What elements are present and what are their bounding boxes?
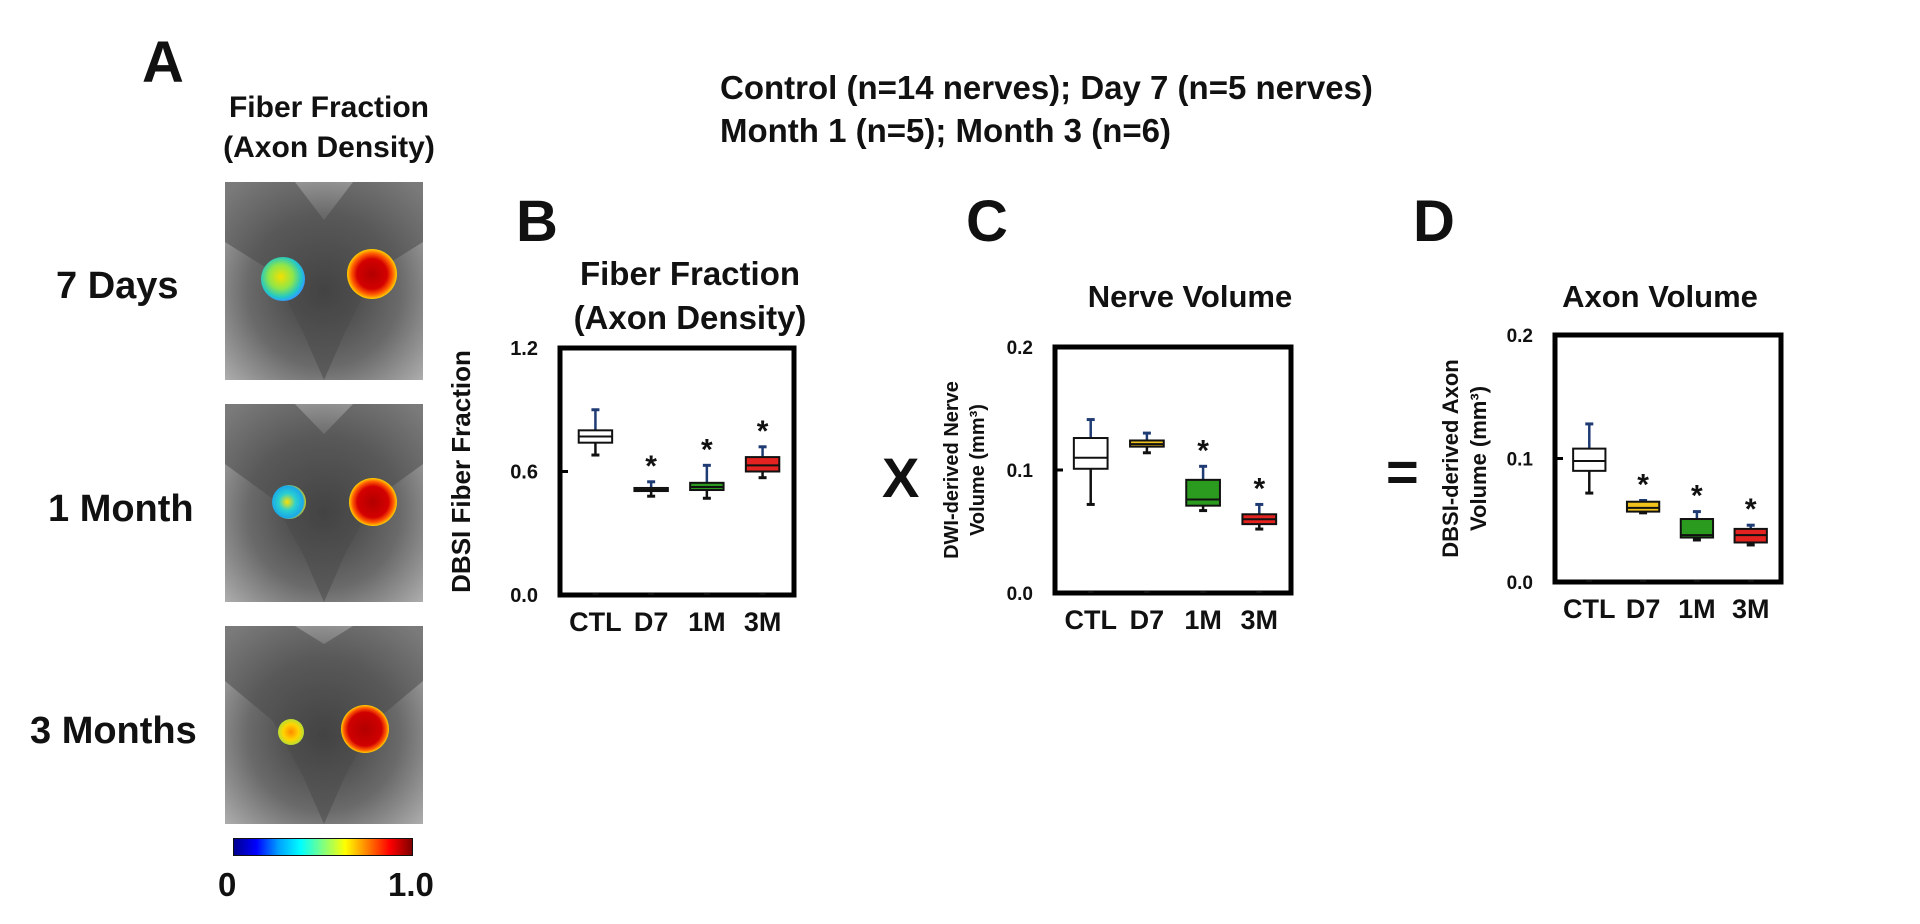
significance-star: * — [1745, 493, 1757, 526]
y-tick-label: 0.0 — [510, 585, 538, 607]
mri-image-3-months — [225, 626, 423, 824]
group-sizes-line2: Month 1 (n=5); Month 3 (n=6) — [720, 112, 1171, 149]
box-plot-c-nerve-volume: 0.0 0.1 0.2 DWI-derived Nerve Volume (mm³) CT… — [941, 338, 1294, 635]
x-tick-label: 3M — [744, 607, 782, 637]
y-axis-label: DBSI-derived Axon Volume (mm³) — [1440, 359, 1491, 557]
y-tick-label: 0.1 — [1007, 461, 1034, 482]
y-axis-label: DWI-derived Nerve Volume (mm³) — [941, 381, 989, 559]
x-tick-label: 3M — [1732, 594, 1770, 624]
significance-star: * — [1197, 434, 1209, 467]
box-1m — [1679, 518, 1715, 539]
box-d7 — [1625, 500, 1661, 513]
y-axis-label: DBSI Fiber Fraction — [446, 350, 476, 593]
panel-a-title: Fiber Fraction (Axon Density) — [194, 88, 464, 168]
significance-star: * — [645, 450, 657, 483]
box-3m — [744, 456, 781, 473]
panel-c-title: Nerve Volume — [1087, 279, 1293, 314]
y-tick-label: 0.2 — [1507, 326, 1533, 347]
panel-b-title-line1: Fiber Fraction — [579, 255, 801, 292]
mri-image-7-days — [225, 182, 423, 380]
colorbar — [233, 838, 413, 856]
colorbar-min-label: 0 — [218, 866, 237, 903]
equals-symbol: = — [1386, 440, 1419, 503]
significance-star: * — [757, 415, 769, 448]
significance-star: * — [701, 433, 713, 466]
y-tick-label: 0.0 — [1507, 573, 1533, 594]
y-axis-label-line: Volume (mm³) — [1466, 386, 1491, 531]
panel-c-letter: C — [966, 189, 1008, 254]
mri-image-1-month — [225, 404, 423, 602]
x-tick-label: 1M — [688, 607, 726, 637]
y-tick-label: 0.1 — [1507, 450, 1534, 471]
box-1m — [1185, 478, 1221, 507]
box-plot-d-axon-volume: 0.0 0.1 0.2 DBSI-derived Axon Volume (mm³) CT… — [1440, 326, 1784, 624]
box-ctl — [1072, 437, 1109, 470]
x-tick-label: 3M — [1241, 605, 1279, 635]
y-axis-label-line: DWI-derived Nerve — [941, 381, 963, 559]
x-tick-label: D7 — [1130, 605, 1165, 635]
panel-a-title-line1: Fiber Fraction — [228, 91, 430, 124]
panel-b-title-line2: (Axon Density) — [573, 299, 807, 336]
x-tick-label: D7 — [634, 607, 669, 637]
panel-d-title: Axon Volume — [1562, 279, 1758, 314]
x-tick-label: 1M — [1184, 605, 1222, 635]
group-sizes-header: Control (n=14 nerves); Day 7 (n=5 nerves… — [720, 66, 1373, 152]
panel-a-letter: A — [142, 30, 184, 95]
row-label-3-months: 3 Months — [30, 710, 197, 752]
x-tick-label: CTL — [1563, 594, 1615, 624]
row-label-1-month: 1 Month — [48, 488, 194, 530]
colorbar-max-label: 1.0 — [388, 866, 434, 903]
x-tick-label: 1M — [1678, 594, 1716, 624]
y-tick-label: 1.2 — [510, 338, 538, 360]
significance-star: * — [1637, 468, 1649, 501]
row-label-7-days: 7 Days — [56, 265, 179, 307]
y-tick-label: 0.0 — [1007, 584, 1033, 605]
box-plot-b-fiber-fraction: 0.0 0.6 1.2 DBSI Fiber Fraction CTL * D7 * 1M * 3M — [446, 338, 797, 637]
y-tick-label: 0.6 — [510, 462, 538, 484]
panel-a-title-line2: (Axon Density) — [223, 131, 435, 164]
x-tick-label: D7 — [1626, 594, 1661, 624]
x-tick-label: CTL — [1064, 605, 1116, 635]
group-sizes-line1: Control (n=14 nerves); Day 7 (n=5 nerves… — [720, 69, 1373, 106]
panel-d-letter: D — [1413, 189, 1455, 254]
panel-b-title: Fiber Fraction (Axon Density) — [540, 252, 840, 340]
y-axis-label-line: DBSI Fiber Fraction — [446, 350, 476, 593]
panel-b-letter: B — [516, 189, 558, 254]
significance-star: * — [1691, 480, 1703, 513]
x-tick-label: CTL — [569, 607, 621, 637]
box-ctl — [1572, 447, 1607, 472]
y-axis-label-line: Volume (mm³) — [967, 404, 989, 536]
significance-star: * — [1253, 472, 1265, 505]
y-axis-label-line: DBSI-derived Axon — [1440, 359, 1463, 557]
y-tick-label: 0.2 — [1007, 338, 1033, 359]
multiply-symbol: X — [882, 446, 920, 509]
